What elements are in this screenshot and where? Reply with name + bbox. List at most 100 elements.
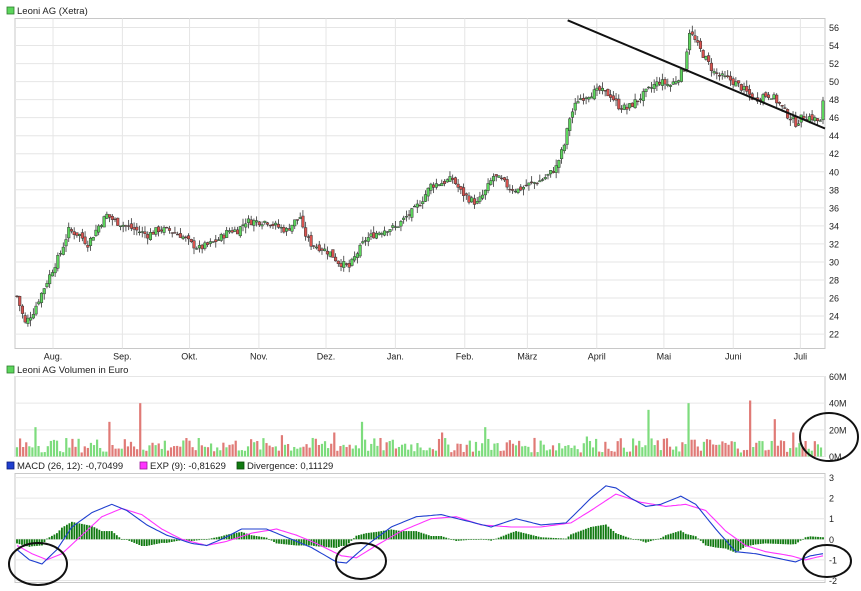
candle-body bbox=[413, 205, 417, 208]
candle-body bbox=[674, 81, 678, 84]
volume-bar bbox=[373, 438, 376, 457]
volume-bar bbox=[656, 440, 659, 457]
volume-bar bbox=[576, 449, 579, 457]
candle-body bbox=[540, 179, 545, 181]
divergence-bar bbox=[784, 539, 787, 545]
divergence-bar bbox=[709, 539, 712, 547]
divergence-bar bbox=[85, 524, 88, 540]
volume-bar bbox=[240, 450, 243, 457]
candle-body bbox=[581, 97, 585, 101]
divergence-bar bbox=[689, 535, 692, 540]
divergence-bar bbox=[545, 537, 547, 540]
divergence-bar bbox=[629, 538, 632, 540]
volume-bar bbox=[742, 450, 746, 457]
divergence-bar bbox=[26, 539, 28, 547]
volume-bar bbox=[527, 446, 530, 457]
candle-body bbox=[355, 253, 359, 258]
divergence-bar bbox=[325, 539, 328, 548]
exp-legend-swatch bbox=[139, 461, 148, 470]
price-y-tick-label: 42 bbox=[829, 149, 839, 159]
divergence-bar bbox=[293, 539, 295, 546]
candle-body bbox=[396, 226, 400, 228]
candle-body bbox=[347, 263, 351, 268]
divergence-bar bbox=[273, 539, 275, 542]
volume-bar bbox=[400, 444, 404, 457]
volume-bar bbox=[228, 444, 231, 457]
candle-body bbox=[214, 239, 218, 243]
macd-y-axis: -2 -1 0 1 2 3 bbox=[829, 473, 837, 586]
candle-body bbox=[86, 244, 90, 248]
candle-body bbox=[478, 196, 482, 202]
divergence-bar bbox=[270, 539, 273, 541]
volume-bar bbox=[40, 452, 43, 457]
candle-body bbox=[810, 114, 814, 121]
divergence-bar bbox=[290, 539, 293, 545]
divergence-bar bbox=[627, 537, 630, 540]
volume-bar bbox=[721, 441, 724, 457]
volume-bar bbox=[662, 438, 665, 457]
divergence-bar bbox=[597, 525, 600, 540]
candle-body bbox=[565, 128, 569, 145]
divergence-bar bbox=[714, 539, 717, 548]
divergence-bar bbox=[450, 539, 453, 540]
volume-bar bbox=[271, 447, 274, 457]
divergence-bar bbox=[674, 532, 677, 540]
candle-body bbox=[698, 40, 703, 49]
candle-body bbox=[369, 233, 373, 237]
divergence-bar bbox=[669, 533, 672, 540]
volume-bar bbox=[308, 447, 311, 457]
volume-bar bbox=[601, 452, 604, 457]
divergence-bar bbox=[580, 530, 582, 540]
volume-bar bbox=[28, 446, 31, 457]
candle-body bbox=[173, 232, 177, 234]
volume-bar bbox=[441, 432, 444, 457]
divergence-bar bbox=[245, 533, 248, 540]
price-y-tick-label: 54 bbox=[829, 41, 839, 51]
volume-bar bbox=[727, 444, 730, 457]
volume-bar bbox=[234, 440, 237, 457]
candle-body bbox=[108, 214, 112, 218]
volume-bar bbox=[795, 447, 798, 457]
volume-bar bbox=[296, 448, 299, 457]
volume-bar bbox=[132, 446, 136, 457]
candle-body bbox=[328, 251, 332, 257]
volume-bar bbox=[370, 443, 373, 457]
divergence-bar bbox=[517, 531, 520, 540]
divergence-bar bbox=[492, 539, 495, 540]
volume-bar bbox=[290, 450, 293, 457]
divergence-bar bbox=[622, 535, 625, 540]
candle-body bbox=[538, 180, 542, 183]
volume-bar bbox=[34, 427, 37, 457]
candle-body bbox=[633, 99, 637, 109]
volume-bar bbox=[675, 446, 678, 457]
volume-bar bbox=[49, 440, 52, 457]
candle-body bbox=[712, 71, 716, 74]
price-legend-swatch bbox=[6, 6, 15, 15]
volume-bar bbox=[770, 440, 773, 457]
divergence-bar bbox=[352, 538, 355, 540]
candle-body bbox=[244, 223, 248, 228]
volume-bar bbox=[490, 449, 493, 457]
volume-bar bbox=[524, 445, 527, 457]
volume-bar bbox=[536, 452, 539, 457]
volume-bar bbox=[302, 446, 305, 457]
candle-body bbox=[69, 229, 74, 232]
divergence-bar bbox=[727, 539, 730, 550]
divergence-bar bbox=[367, 532, 370, 540]
divergence-bar bbox=[789, 539, 792, 545]
divergence-bar bbox=[397, 530, 400, 540]
macd-y-tick-label: 3 bbox=[829, 473, 834, 483]
volume-bar bbox=[718, 444, 721, 457]
divergence-bar bbox=[797, 539, 799, 543]
divergence-bar bbox=[734, 539, 737, 553]
volume-bar bbox=[804, 441, 807, 457]
volume-bar bbox=[86, 447, 89, 457]
candle-body bbox=[780, 105, 784, 107]
divergence-bar bbox=[470, 539, 473, 540]
volume-bar bbox=[709, 439, 712, 457]
volume-bar bbox=[185, 438, 188, 457]
volume-bar bbox=[139, 403, 142, 457]
divergence-bar bbox=[460, 539, 463, 541]
candle-body bbox=[483, 189, 487, 196]
candle-body bbox=[527, 182, 531, 186]
